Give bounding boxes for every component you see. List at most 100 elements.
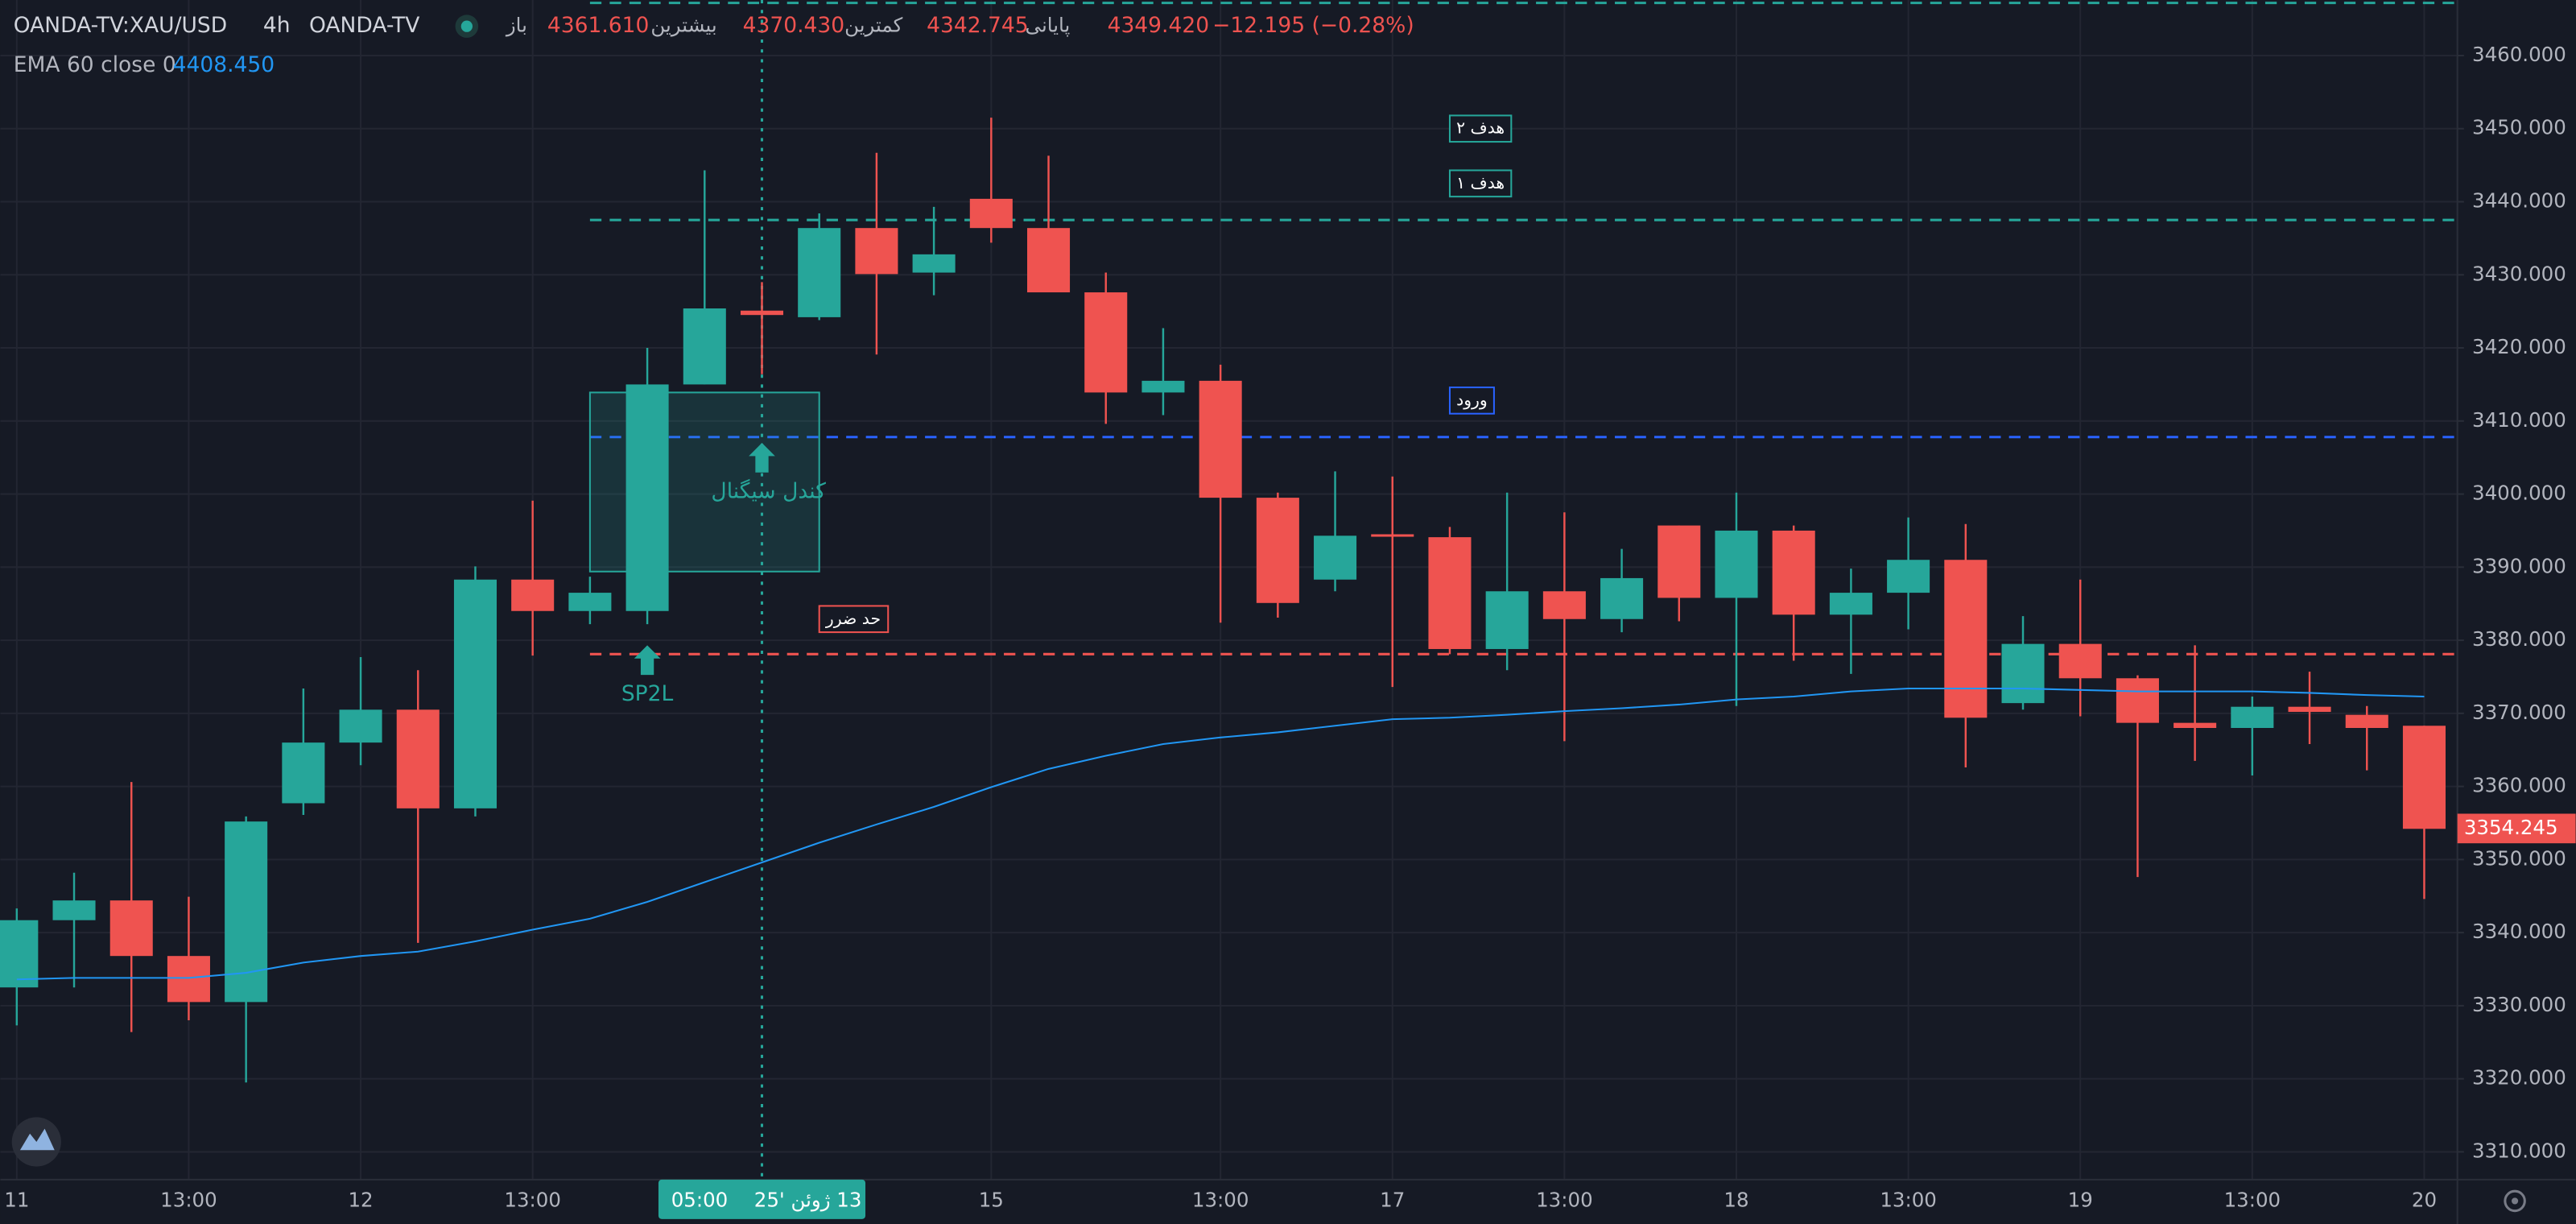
- x-tick-label: 20: [2412, 1188, 2437, 1211]
- level-label: هدف ۲: [1456, 118, 1505, 138]
- candle-body: [1944, 560, 1988, 718]
- status-dot: [460, 20, 473, 32]
- candle-body: [1371, 534, 1414, 537]
- candle-body: [109, 900, 153, 957]
- ohlc-label: پایانی: [1026, 14, 1071, 37]
- candle-body: [568, 593, 612, 611]
- symbol: OANDA-TV:XAU/USD: [14, 13, 227, 38]
- y-tick-label: 3450.000: [2472, 116, 2566, 139]
- level-label-box: [1448, 387, 1495, 415]
- y-tick-label: 3410.000: [2472, 408, 2566, 432]
- y-tick-label: 3420.000: [2472, 335, 2566, 358]
- candle-body: [1829, 593, 1872, 615]
- candle-body: [1256, 498, 1299, 603]
- candle-body: [2001, 643, 2045, 704]
- candle-body: [167, 956, 210, 1003]
- crosshair-time-box: [658, 1179, 866, 1219]
- signal-label: کندل سیگنال: [711, 479, 826, 504]
- candle-body: [1772, 530, 1815, 615]
- candle-body: [0, 920, 39, 988]
- ohlc-value: 4370.430: [743, 13, 845, 38]
- candle-body: [1715, 530, 1758, 598]
- ohlc-label: کمترین: [844, 14, 902, 37]
- candle-body: [2402, 726, 2446, 829]
- candle-body: [339, 709, 382, 743]
- candle-body: [1657, 525, 1701, 598]
- y-tick-label: 3310.000: [2472, 1139, 2566, 1162]
- change: −12.195 (−0.28%): [1212, 13, 1414, 38]
- axes: 3310.000 3320.000 3330.000 3340.000 3350.000…: [4, 43, 2576, 1219]
- settings-icon-center[interactable]: [2512, 1197, 2519, 1205]
- candle-body: [2345, 714, 2388, 728]
- x-tick-label: 13:00: [1192, 1188, 1249, 1211]
- crosshair-time: 05:00: [671, 1188, 729, 1211]
- level-label-box: [1448, 169, 1513, 198]
- y-tick-label: 3430.000: [2472, 262, 2566, 285]
- indicator-value: 4408.450: [173, 52, 275, 77]
- candle-body: [1542, 591, 1586, 619]
- y-tick-label: 3400.000: [2472, 482, 2566, 505]
- candle-body: [2174, 722, 2217, 728]
- signal-arrow: [634, 645, 661, 676]
- settings-button[interactable]: [2504, 1189, 2526, 1213]
- candle-body: [1485, 591, 1529, 649]
- signal-arrow: [749, 443, 775, 473]
- ohlc-value: 4361.610: [547, 13, 650, 38]
- y-tick-label: 3340.000: [2472, 920, 2566, 943]
- x-tick-label: 17: [1380, 1188, 1405, 1211]
- candle-body: [1027, 228, 1071, 293]
- x-tick-label: 12: [348, 1188, 373, 1211]
- y-tick-label: 3440.000: [2472, 189, 2566, 213]
- x-tick-label: 13:00: [1880, 1188, 1937, 1211]
- y-tick-label: 3360.000: [2472, 774, 2566, 797]
- settings-icon[interactable]: [2504, 1189, 2526, 1213]
- level-label: هدف ۱: [1456, 173, 1505, 192]
- y-tick-label: 3460.000: [2472, 43, 2566, 66]
- ohlc-label: باز: [505, 14, 527, 37]
- candle-body: [1141, 380, 1185, 393]
- indicator-name: EMA 60 close 0: [14, 52, 176, 77]
- x-tick-label: 19: [2068, 1188, 2093, 1211]
- candle-body: [912, 254, 956, 273]
- level-label: حد ضرر: [825, 609, 881, 628]
- logo-icon[interactable]: [19, 1128, 55, 1151]
- x-tick-label: 15: [979, 1188, 1004, 1211]
- candle-body: [798, 228, 841, 317]
- x-tick-label: 13:00: [2224, 1188, 2281, 1211]
- candle-body: [740, 310, 784, 316]
- ohlc-value: 4349.420: [1108, 13, 1210, 38]
- logo[interactable]: [11, 1117, 61, 1167]
- ohlc-value: 4342.745: [927, 13, 1029, 38]
- level-label-box: [818, 605, 890, 634]
- candle-body: [282, 742, 325, 804]
- candle-body: [1887, 560, 1930, 593]
- candle-body: [1600, 577, 1644, 619]
- candle-body: [52, 900, 96, 920]
- last-price-tag: [2457, 813, 2576, 844]
- x-tick-label: 13:00: [504, 1188, 561, 1211]
- y-tick-label: 3380.000: [2472, 627, 2566, 651]
- signal-label: SP2L: [621, 681, 674, 706]
- candle-body: [2116, 678, 2159, 723]
- candle-body: [1199, 380, 1242, 498]
- exchange: OANDA-TV: [309, 13, 419, 38]
- y-tick-label: 3350.000: [2472, 846, 2566, 870]
- x-tick-label: 18: [1724, 1188, 1748, 1211]
- y-tick-label: 3320.000: [2472, 1066, 2566, 1090]
- plot: [0, 118, 2446, 1083]
- ema-line: [16, 687, 2425, 981]
- candle-body: [855, 228, 898, 275]
- ohlc-label: بیشترین: [650, 14, 716, 37]
- y-tick-label: 3370.000: [2472, 701, 2566, 724]
- candle-body: [625, 384, 669, 611]
- candle-body: [453, 579, 497, 808]
- y-tick-label: 3390.000: [2472, 554, 2566, 577]
- last-price-label: 3354.245: [2464, 816, 2558, 839]
- level-label-box: [1448, 114, 1513, 143]
- header: OANDA-TV:XAU/USD 4h OANDA-TV باز 4361.61…: [14, 13, 1414, 77]
- x-tick-label: 11: [4, 1188, 29, 1211]
- crosshair-date: 13 ژوئن '25: [754, 1188, 862, 1211]
- candle-body: [511, 579, 555, 611]
